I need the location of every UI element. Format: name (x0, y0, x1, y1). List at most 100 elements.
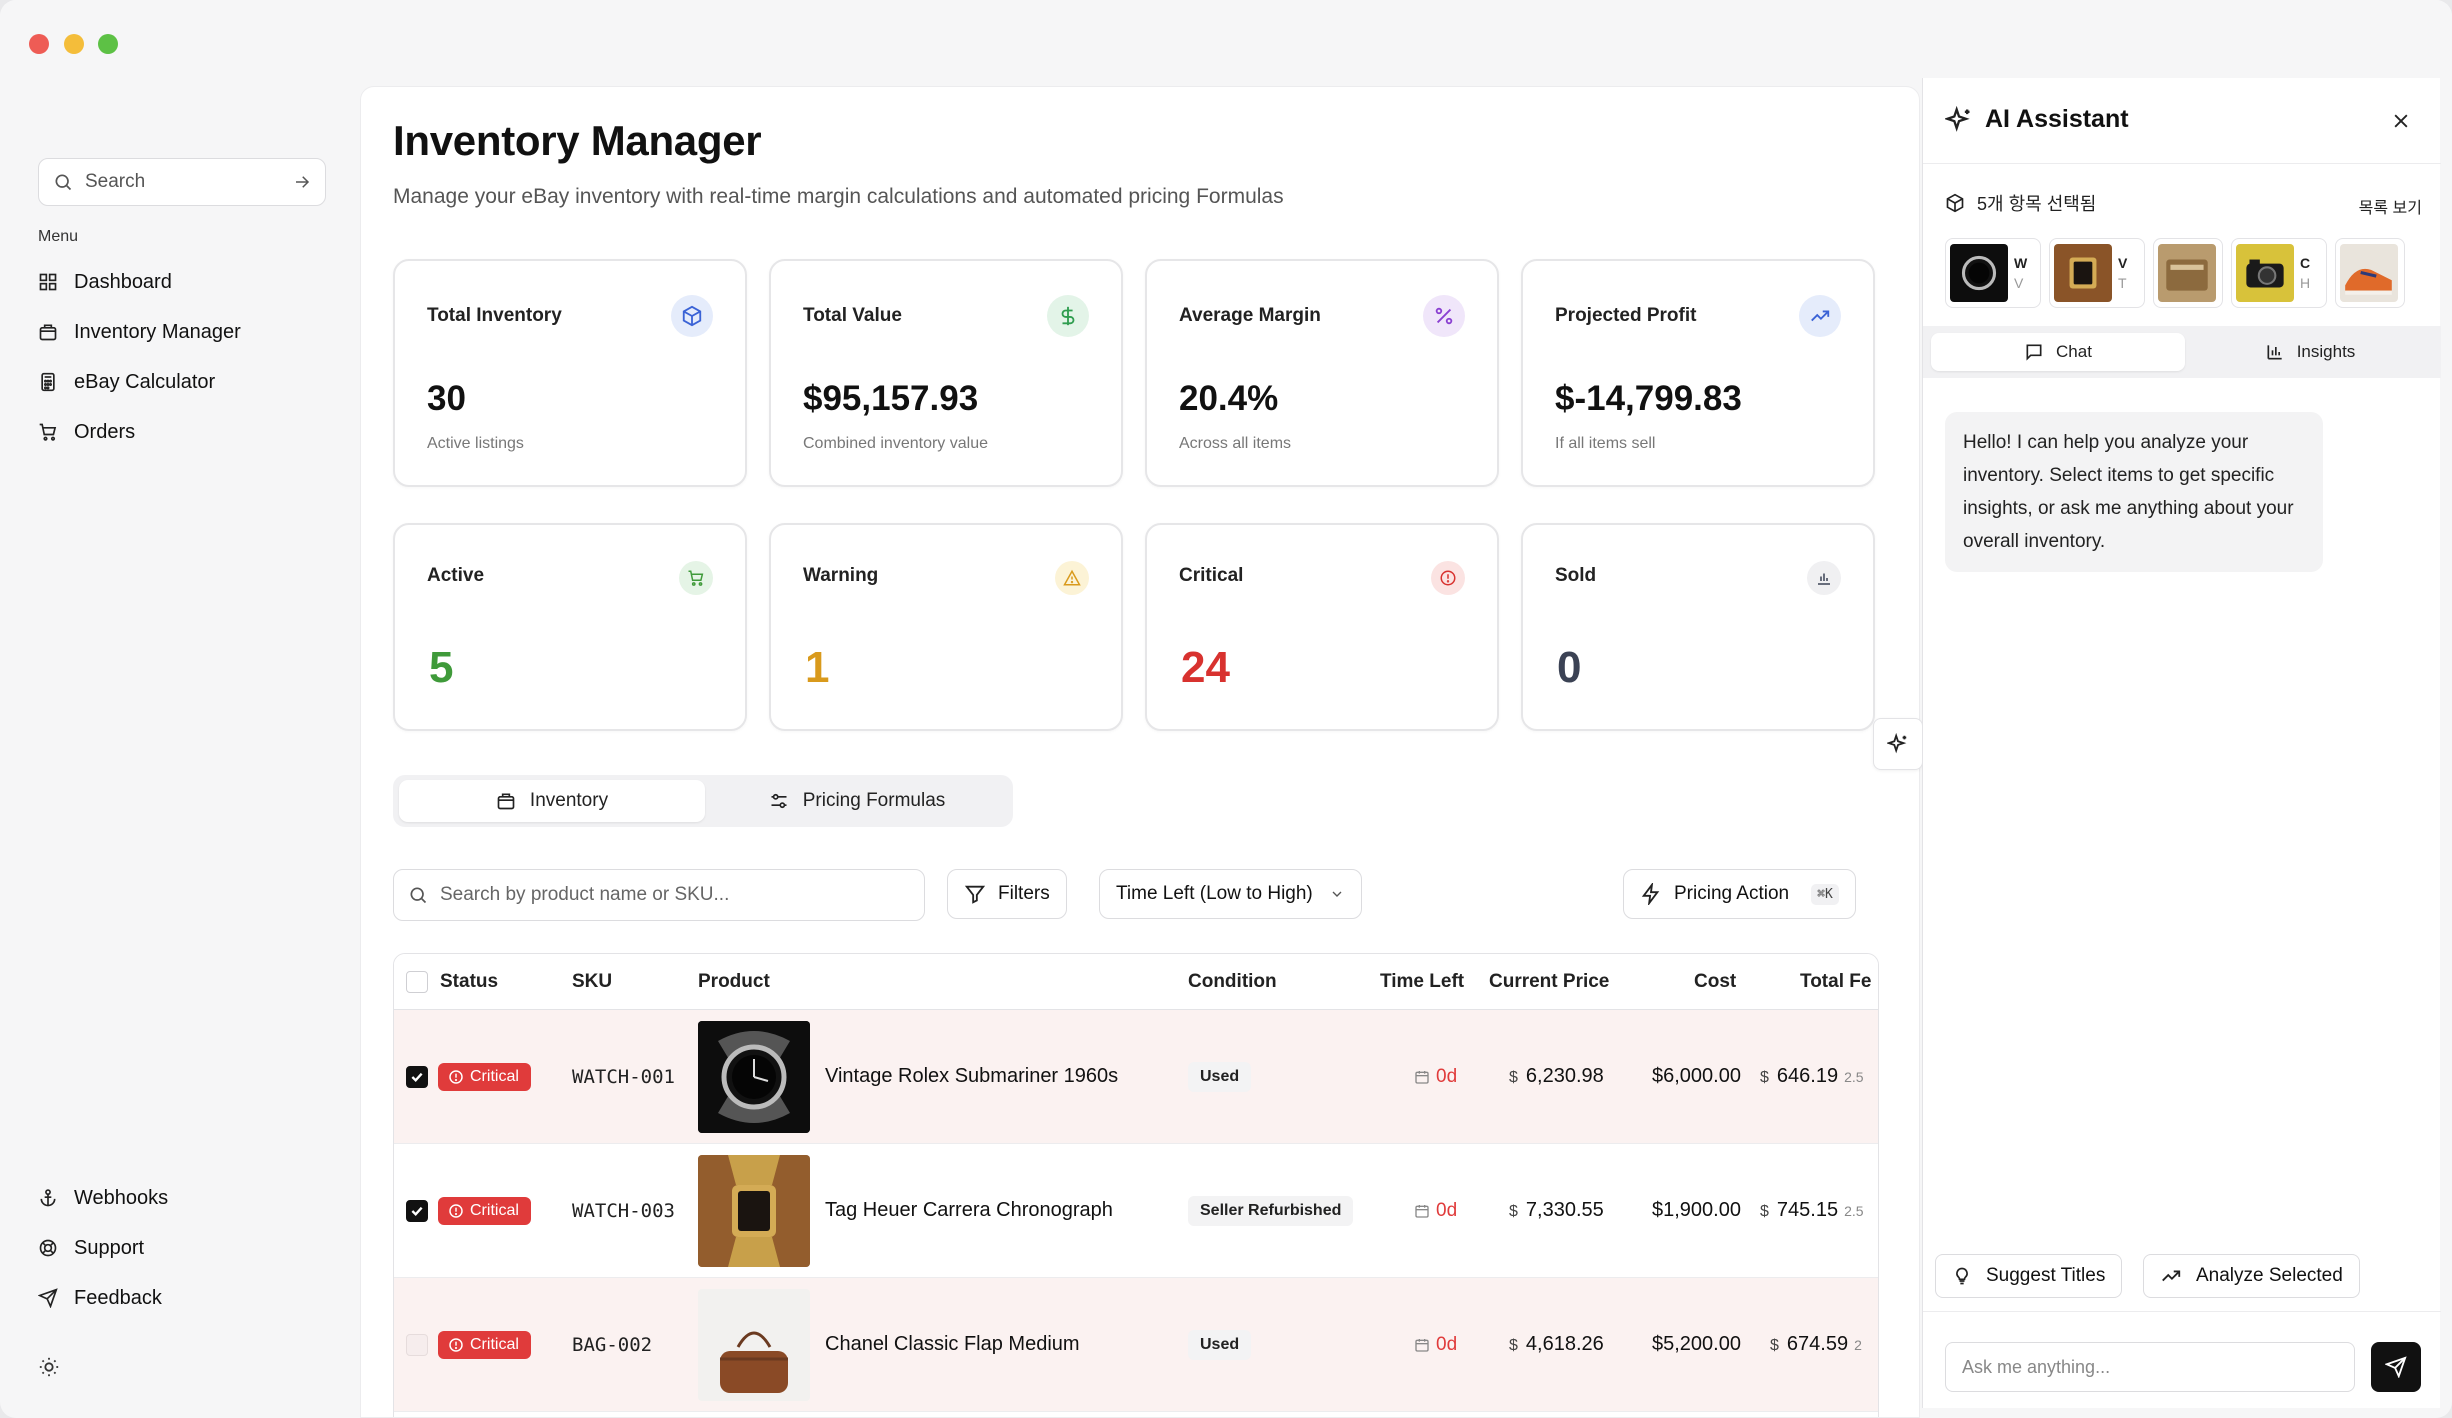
cost-cell: $6,000.00 (1652, 1065, 1741, 1087)
ai-chat-input[interactable]: Ask me anything... (1945, 1342, 2355, 1392)
product-name[interactable]: Tag Heuer Carrera Chronograph (825, 1199, 1113, 1221)
product-thumbnail[interactable] (698, 1155, 810, 1267)
percent-icon (1423, 295, 1465, 337)
sidebar-item-label: Support (74, 1236, 145, 1259)
sidebar-item-dashboard[interactable]: Dashboard (38, 262, 338, 302)
product-thumbnail[interactable] (698, 1021, 810, 1133)
status-card-critical[interactable]: Critical 24 (1145, 523, 1499, 731)
tab-pricing-formulas[interactable]: Pricing Formulas (707, 780, 1007, 822)
select-all-checkbox[interactable] (406, 971, 428, 993)
total-fees-value: 745.15 (1776, 1199, 1839, 1221)
box-icon (1946, 193, 1964, 213)
current-price-cell[interactable]: $7,330.55 (1509, 1199, 1604, 1222)
page-subtitle: Manage your eBay inventory with real-tim… (393, 185, 1284, 208)
product-thumbnail[interactable] (698, 1289, 810, 1401)
status-value: 0 (1557, 643, 1582, 692)
current-price-cell[interactable]: $4,618.26 (1509, 1333, 1604, 1356)
table-row[interactable]: Critical WATCH-003 Tag Heuer Carrera Chr… (394, 1144, 1878, 1278)
sku-cell: BAG-002 (572, 1334, 653, 1356)
column-header-product[interactable]: Product (698, 971, 770, 992)
status-value: 1 (805, 643, 830, 692)
current-price-value: 7,330.55 (1525, 1199, 1604, 1221)
theme-toggle-button[interactable] (38, 1356, 60, 1383)
status-card-active[interactable]: Active 5 (393, 523, 747, 731)
total-fees-value: 674.59 (1786, 1333, 1849, 1355)
maximize-window-button[interactable] (98, 34, 118, 54)
status-value: 24 (1181, 643, 1230, 692)
row-checkbox[interactable] (406, 1200, 428, 1222)
column-header-time-left[interactable]: Time Left (1380, 971, 1465, 992)
check-icon (411, 1072, 423, 1083)
cost-cell: $5,200.00 (1652, 1333, 1741, 1355)
send-message-button[interactable] (2371, 1342, 2421, 1392)
column-header-total-fees[interactable]: Total Fe (1800, 971, 1872, 992)
sparkles-icon (1887, 733, 1907, 754)
sidebar-item-label: Dashboard (74, 270, 172, 293)
bar-chart-icon (2267, 345, 2282, 360)
tab-insights[interactable]: Insights (2187, 333, 2433, 371)
pricing-action-button[interactable]: Pricing Action ⌘K (1623, 869, 1856, 919)
view-list-link[interactable]: 목록 보기 (2358, 200, 2422, 217)
tab-chat[interactable]: Chat (1931, 333, 2185, 371)
ai-toggle-button[interactable] (1873, 718, 1923, 770)
bar-chart-icon (1807, 561, 1841, 595)
row-checkbox[interactable] (406, 1334, 428, 1356)
alert-circle-icon (449, 1204, 463, 1218)
row-checkbox[interactable] (406, 1066, 428, 1088)
calendar-icon (1415, 1071, 1429, 1084)
status-card-warning[interactable]: Warning 1 (769, 523, 1123, 731)
product-name[interactable]: Chanel Classic Flap Medium (825, 1333, 1080, 1355)
sidebar-item-ebay-calculator[interactable]: eBay Calculator (38, 362, 338, 402)
suggest-titles-button[interactable]: Suggest Titles (1935, 1254, 2123, 1298)
minimize-window-button[interactable] (64, 34, 84, 54)
sidebar-item-feedback[interactable]: Feedback (38, 1278, 338, 1318)
condition-badge: Used (1188, 1062, 1252, 1092)
table-row[interactable]: Critical BAG-002 Chanel Classic Flap Med… (394, 1278, 1878, 1412)
selected-item-card[interactable] (2153, 238, 2223, 308)
column-header-cost[interactable]: Cost (1694, 971, 1737, 992)
product-name[interactable]: Vintage Rolex Submariner 1960s (825, 1065, 1119, 1087)
chat-icon (2026, 344, 2042, 361)
sidebar-item-orders[interactable]: Orders (38, 412, 338, 452)
ai-tab-label: Insights (2296, 342, 2356, 361)
sidebar-item-label: eBay Calculator (74, 370, 216, 393)
product-search-input[interactable]: Search by product name or SKU... (393, 869, 925, 921)
currency-symbol: $ (1509, 1337, 1518, 1354)
filters-button[interactable]: Filters (947, 869, 1067, 919)
status-card-sold[interactable]: Sold 0 (1521, 523, 1875, 731)
sidebar-item-inventory-manager[interactable]: Inventory Manager (38, 312, 338, 352)
anchor-icon (40, 1189, 56, 1207)
close-ai-panel-button[interactable] (2391, 111, 2411, 136)
current-price-cell[interactable]: $6,230.98 (1509, 1065, 1604, 1088)
dashboard-icon (39, 273, 57, 291)
analyze-selected-button[interactable]: Analyze Selected (2143, 1254, 2360, 1298)
column-header-status[interactable]: Status (440, 971, 499, 992)
product-search-placeholder: Search by product name or SKU... (440, 884, 730, 905)
status-badge: Critical (438, 1197, 531, 1225)
table-row[interactable]: Critical WATCH-001 Vintage Rolex Submari… (394, 1010, 1878, 1144)
sidebar-item-webhooks[interactable]: Webhooks (38, 1178, 338, 1218)
column-header-condition[interactable]: Condition (1188, 971, 1277, 992)
sidebar: Search Menu Dashboard Inventory Manager … (10, 78, 355, 1408)
dollar-icon (1047, 295, 1089, 337)
page-title: Inventory Manager (393, 117, 762, 164)
column-header-current-price[interactable]: Current Price (1489, 971, 1610, 992)
sidebar-search[interactable]: Search (38, 158, 326, 206)
check-icon (411, 1206, 423, 1217)
column-header-sku[interactable]: SKU (572, 971, 613, 992)
sliders-icon (771, 793, 787, 809)
selected-item-card[interactable] (2335, 238, 2405, 308)
sort-select[interactable]: Time Left (Low to High) (1099, 869, 1362, 919)
alert-circle-icon (449, 1070, 463, 1084)
close-window-button[interactable] (29, 34, 49, 54)
selection-summary: 5개 항목 선택됨 (1945, 190, 2423, 216)
ai-tabs: Chat Insights (1923, 326, 2441, 378)
tab-inventory[interactable]: Inventory (399, 780, 705, 822)
status-label: Warning (803, 565, 879, 586)
sidebar-item-support[interactable]: Support (38, 1228, 338, 1268)
selected-item-title: C (2300, 255, 2311, 271)
